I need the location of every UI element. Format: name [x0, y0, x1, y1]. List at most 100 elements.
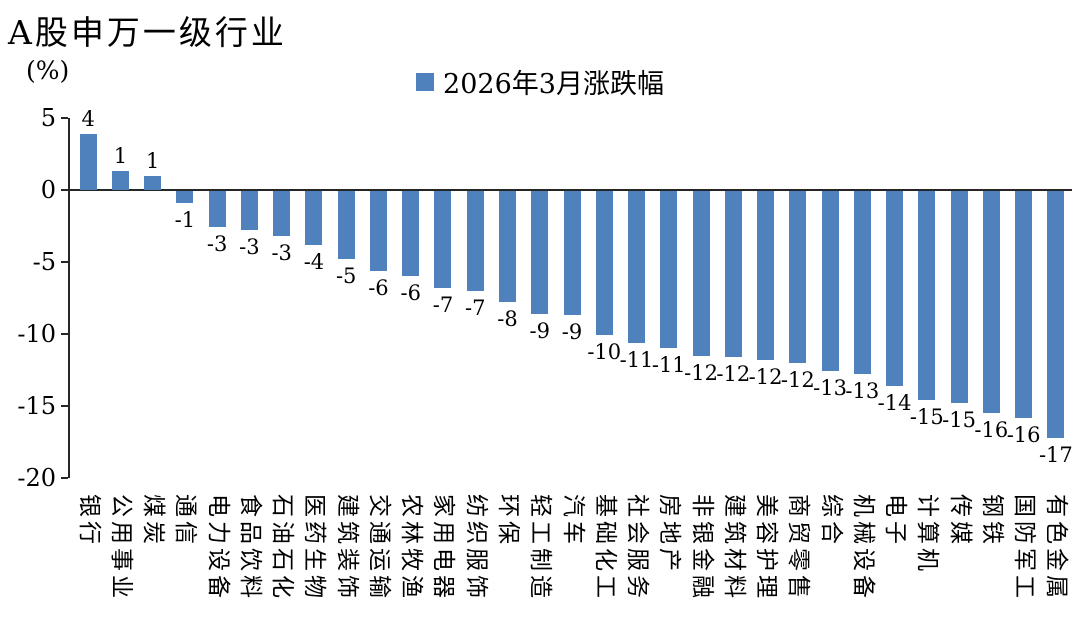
x-category-label: 银行 [75, 494, 102, 548]
bar [111, 171, 129, 190]
bar-value-label: -13 [845, 379, 880, 404]
bar-value-label: -15 [942, 408, 976, 433]
x-category-label: 机械设备 [849, 494, 876, 602]
y-tick-mark [61, 405, 68, 407]
y-tick-label: -5 [32, 248, 56, 276]
bar [1015, 191, 1033, 418]
bar [628, 191, 646, 343]
legend-swatch-icon [416, 72, 435, 91]
x-category-label: 基础化工 [591, 494, 618, 602]
bar-value-label: -7 [432, 292, 454, 317]
bar-value-label: -5 [335, 264, 357, 289]
bar-value-label: -3 [239, 235, 260, 260]
bar-value-label: -6 [368, 275, 389, 300]
x-category-label: 商贸零售 [785, 494, 812, 602]
y-tick-label: 5 [40, 104, 56, 132]
x-category-label: 美容护理 [753, 494, 780, 602]
bar [950, 191, 968, 404]
bar-value-label: -16 [1006, 422, 1041, 447]
y-tick-label: -15 [17, 392, 56, 420]
bar-value-label: -1 [174, 207, 196, 232]
x-category-label: 煤炭 [140, 494, 167, 548]
bar-value-label: -12 [716, 362, 751, 387]
x-category-label: 纺织服饰 [462, 494, 489, 602]
bar [789, 191, 807, 363]
x-category-label: 公用事业 [107, 494, 134, 602]
y-tick-mark [61, 189, 68, 191]
x-category-label: 医药生物 [301, 494, 328, 602]
x-category-label: 环保 [494, 494, 521, 548]
bar [240, 191, 258, 231]
bar-value-label: -9 [529, 318, 550, 343]
x-category-label: 通信 [172, 494, 199, 548]
bar [1047, 191, 1065, 438]
bar [853, 191, 871, 375]
x-category-label: 非银金融 [688, 494, 715, 602]
x-category-label: 电子 [882, 494, 909, 548]
bar-value-label: -16 [974, 418, 1009, 443]
bar [79, 133, 97, 190]
bar [982, 191, 1000, 414]
bar [660, 191, 678, 349]
y-tick-mark [61, 117, 68, 119]
x-category-label: 国防军工 [1011, 494, 1038, 602]
x-category-label: 有色金属 [1043, 494, 1070, 602]
x-category-label: 家用电器 [430, 494, 457, 602]
bar [498, 191, 516, 303]
bar-value-label: -4 [303, 249, 325, 274]
x-category-label: 综合 [817, 494, 844, 548]
bar-value-label: -12 [748, 364, 783, 389]
bar-value-label: -3 [271, 241, 292, 266]
bar [724, 191, 742, 358]
x-category-label: 电力设备 [204, 494, 231, 602]
bar-value-label: 4 [81, 106, 95, 131]
x-category-label: 建筑材料 [720, 494, 747, 602]
y-tick-label: -10 [17, 320, 56, 348]
bar [208, 191, 226, 228]
x-category-label: 轻工制造 [527, 494, 554, 602]
bar [466, 191, 484, 291]
bar-value-label: -17 [1038, 442, 1073, 467]
x-category-label: 石油石化 [269, 494, 296, 602]
bar [273, 191, 291, 237]
bar-value-label: -13 [813, 376, 847, 401]
bar-value-label: -6 [400, 281, 421, 306]
y-tick-mark [61, 333, 68, 335]
bar-value-label: -9 [561, 320, 583, 345]
legend-label: 2026年3月涨跌幅 [443, 69, 664, 100]
y-tick-mark [61, 261, 68, 263]
bar [176, 191, 194, 203]
bar [434, 191, 452, 288]
bar [918, 191, 936, 401]
chart-title: A股申万一级行业 [8, 13, 287, 52]
bar-value-label: -3 [206, 232, 228, 257]
bar [337, 191, 355, 260]
bar-value-label: 1 [145, 148, 160, 173]
bar-value-label: -14 [877, 390, 912, 415]
bar-value-label: -10 [587, 340, 622, 365]
bar-value-label: -11 [619, 347, 654, 372]
bar [369, 191, 387, 271]
x-category-label: 传媒 [946, 494, 973, 548]
bar-value-label: -8 [497, 307, 518, 332]
y-tick-label: -20 [17, 464, 56, 492]
bar [886, 191, 904, 386]
x-category-label: 社会服务 [624, 494, 651, 602]
bar-value-label: -15 [909, 405, 944, 430]
x-category-label: 农林牧渔 [398, 494, 425, 602]
zero-axis-line [68, 189, 1072, 191]
bar [757, 191, 775, 360]
bar [402, 191, 420, 277]
x-category-label: 计算机 [914, 494, 941, 575]
y-axis-unit-label: (%) [26, 56, 70, 85]
bar [563, 191, 581, 316]
bar [595, 191, 613, 336]
y-tick-label: 0 [40, 176, 56, 204]
bar-value-label: 1 [113, 144, 128, 169]
bar [692, 191, 710, 356]
chart-legend: 2026年3月涨跌幅 [0, 62, 1080, 101]
bar [531, 191, 549, 314]
bar [821, 191, 839, 372]
y-axis-line [68, 118, 70, 478]
